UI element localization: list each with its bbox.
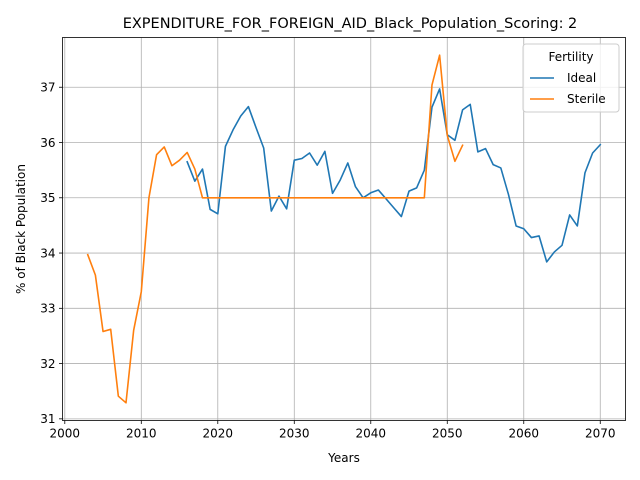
legend-label-sterile: Sterile xyxy=(567,92,606,106)
x-tick-label: 2020 xyxy=(203,427,234,441)
x-tick-label: 2010 xyxy=(126,427,157,441)
y-tick-label: 33 xyxy=(40,302,55,316)
y-tick-label: 36 xyxy=(40,136,55,150)
y-tick-label: 31 xyxy=(40,412,55,426)
y-tick-label: 34 xyxy=(40,246,55,260)
legend: Fertility Ideal Sterile xyxy=(523,44,619,112)
y-axis-title: % of Black Population xyxy=(14,164,28,294)
x-tick-label: 2050 xyxy=(432,427,463,441)
x-tick-label: 2070 xyxy=(585,427,616,441)
legend-label-ideal: Ideal xyxy=(567,71,596,85)
y-tick-label: 37 xyxy=(40,81,55,95)
legend-title: Fertility xyxy=(548,50,593,64)
x-tick-label: 2040 xyxy=(355,427,386,441)
y-tick-label: 32 xyxy=(40,357,55,371)
y-tick-label: 35 xyxy=(40,191,55,205)
chart-title: EXPENDITURE_FOR_FOREIGN_AID_Black_Popula… xyxy=(123,16,578,32)
x-tick-label: 2060 xyxy=(508,427,539,441)
x-tick-label: 2030 xyxy=(279,427,310,441)
x-tick-label: 2000 xyxy=(50,427,81,441)
x-axis-title: Years xyxy=(327,451,360,465)
